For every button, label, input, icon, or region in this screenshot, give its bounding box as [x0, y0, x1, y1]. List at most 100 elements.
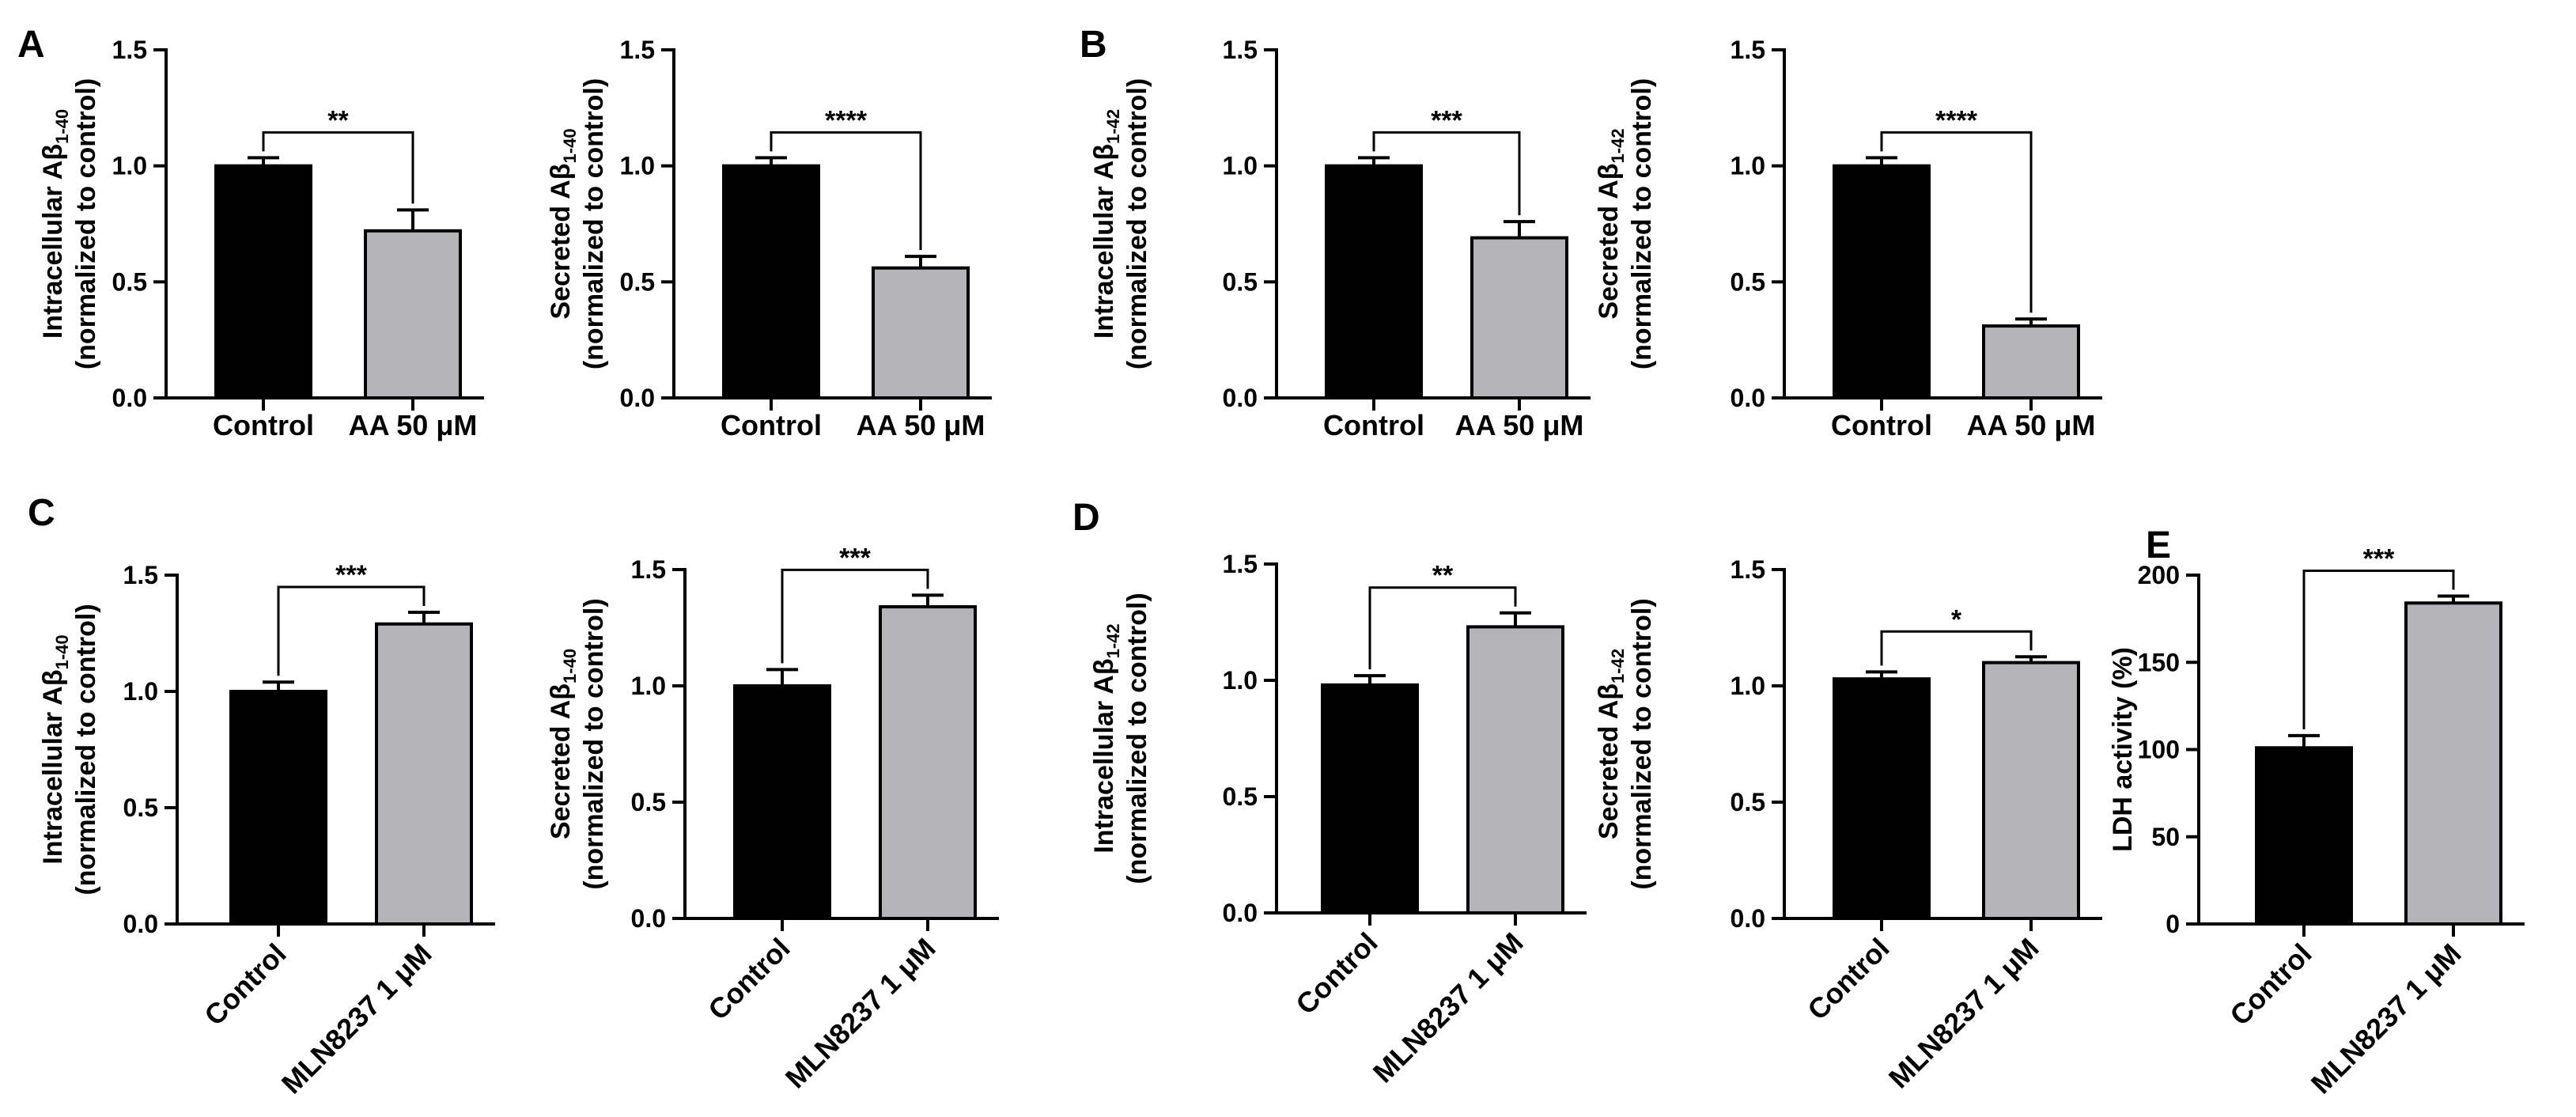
chart-2: 0.0 0.5 1.0 1.5 Control AA 50 μM **** Secreted … [546, 36, 992, 441]
y-tick-label: 0.0 [112, 384, 147, 412]
y-tick-label: 1.0 [631, 672, 666, 700]
error-bar [755, 156, 787, 166]
y-axis-title: Secreted Aβ1-40 [546, 649, 580, 839]
y-tick-label: 1.0 [1731, 672, 1765, 700]
y-tick-label: 1.0 [1223, 152, 1258, 180]
y-axis-title: Intracellular Aβ1-42 [1089, 623, 1123, 853]
y-tick-label: 100 [2138, 736, 2180, 764]
error-bar [397, 208, 429, 231]
y-tick-label: 0.5 [1731, 267, 1765, 296]
panel-letter-b: B [1080, 24, 1107, 66]
y-tick-label: 1.5 [1223, 550, 1258, 578]
y-axis-title-line2: (normalized to control) [71, 78, 101, 369]
panel-letter-d: D [1072, 497, 1100, 539]
x-tick-label: Control [1323, 409, 1424, 441]
y-axis-title: Secreted Aβ1-40 [546, 128, 580, 319]
y-axis-title-line2: (normalized to control) [1627, 598, 1657, 889]
y-tick-label: 0.5 [123, 793, 158, 822]
significance-label: *** [839, 543, 871, 573]
panel-letter-e: E [2146, 524, 2171, 566]
significance-label: **** [825, 105, 868, 135]
bar-treatment [1470, 236, 1568, 399]
significance-bracket [1368, 586, 1517, 670]
y-axis-title-line2: (normalized to control) [1627, 78, 1657, 369]
y-axis-title-main: Secreted Aβ [546, 683, 576, 839]
error-bar [248, 156, 279, 166]
significance-label: **** [1935, 105, 1978, 135]
y-axis-title: Intracellular Aβ1-42 [1089, 109, 1123, 339]
y-axis-title-subscript: 1-42 [1608, 128, 1628, 163]
y-tick-label: 1.5 [1731, 36, 1765, 64]
bar-treatment [375, 622, 473, 926]
x-tick-label: MLN8237 1 μM [779, 932, 942, 1095]
y-axis-title-subscript: 1-40 [52, 109, 72, 144]
bar-control [1325, 164, 1423, 400]
y-tick-label: 0.5 [620, 267, 655, 296]
x-tick-label: Control [702, 932, 796, 1026]
error-bar [905, 255, 936, 268]
y-axis-title: Intracellular Aβ1-40 [38, 109, 72, 339]
error-bar [2015, 317, 2047, 327]
x-tick-label: Control [1289, 926, 1383, 1020]
significance-label: * [1951, 604, 1962, 634]
error-bar [263, 680, 294, 691]
error-bar [766, 668, 798, 686]
y-tick-label: 0.5 [631, 788, 666, 816]
error-bar [1354, 674, 1386, 685]
y-axis-title-main: LDH activity (%) [2108, 647, 2138, 852]
error-bar [912, 593, 944, 608]
x-tick-label: Control [1831, 409, 1932, 441]
bar-control [733, 684, 831, 920]
bar-treatment [364, 229, 462, 399]
error-bar [2438, 594, 2469, 604]
y-axis-title-line2: (normalized to control) [71, 604, 101, 895]
y-axis-title-line2: (normalized to control) [1122, 78, 1152, 369]
y-tick-label: 1.0 [1731, 152, 1765, 180]
error-bar [408, 611, 440, 624]
y-tick-label: 0.0 [1731, 384, 1765, 412]
error-bar [1866, 670, 1897, 680]
bar-treatment [1982, 661, 2080, 920]
y-tick-label: 0.0 [123, 910, 158, 938]
y-tick-label: 1.5 [620, 36, 655, 64]
error-bar [1866, 156, 1897, 166]
y-tick-label: 1.5 [1731, 555, 1765, 584]
error-bar [1500, 611, 1531, 627]
x-tick-label: AA 50 μM [349, 409, 478, 441]
y-tick-label: 1.0 [112, 152, 147, 180]
y-tick-label: 200 [2138, 561, 2180, 589]
bar-treatment [1982, 324, 2080, 400]
y-axis-title-main: Intracellular Aβ [1089, 144, 1119, 339]
significance-label: ** [327, 105, 349, 135]
significance-bracket [1372, 131, 1521, 216]
y-axis-title-subscript: 1-40 [52, 634, 72, 669]
significance-bracket [262, 131, 414, 204]
y-axis-title-line2: (normalized to control) [579, 598, 609, 889]
y-axis-title: Secreted Aβ1-42 [1594, 128, 1628, 319]
y-tick-label: 1.5 [123, 561, 158, 589]
chart-1: 0.0 0.5 1.0 1.5 Control AA 50 μM ** Intracellul… [17, 24, 484, 441]
y-axis-title: LDH activity (%) [2108, 647, 2138, 852]
y-tick-label: 0.0 [620, 384, 655, 412]
bar-control [214, 164, 312, 400]
x-tick-label: AA 50 μM [1967, 409, 2096, 441]
y-tick-label: 0.5 [1223, 267, 1258, 296]
y-tick-label: 50 [2151, 823, 2180, 851]
significance-label: *** [335, 560, 367, 590]
y-tick-label: 1.5 [112, 36, 147, 64]
y-axis-title-main: Secreted Aβ [546, 163, 576, 319]
x-tick-label: Control [198, 937, 292, 1032]
y-tick-label: 1.0 [123, 677, 158, 706]
chart-3: 0.0 0.5 1.0 1.5 Control AA 50 μM *** Intracellu… [1080, 24, 1591, 441]
y-tick-label: 0.0 [631, 904, 666, 933]
panel-letter-a: A [17, 24, 45, 66]
bar-control [1833, 677, 1931, 920]
x-tick-label: AA 50 μM [1455, 409, 1584, 441]
y-axis-title: Secreted Aβ1-42 [1594, 649, 1628, 839]
x-tick-label: Control [213, 409, 314, 441]
bar-control [1321, 683, 1419, 914]
